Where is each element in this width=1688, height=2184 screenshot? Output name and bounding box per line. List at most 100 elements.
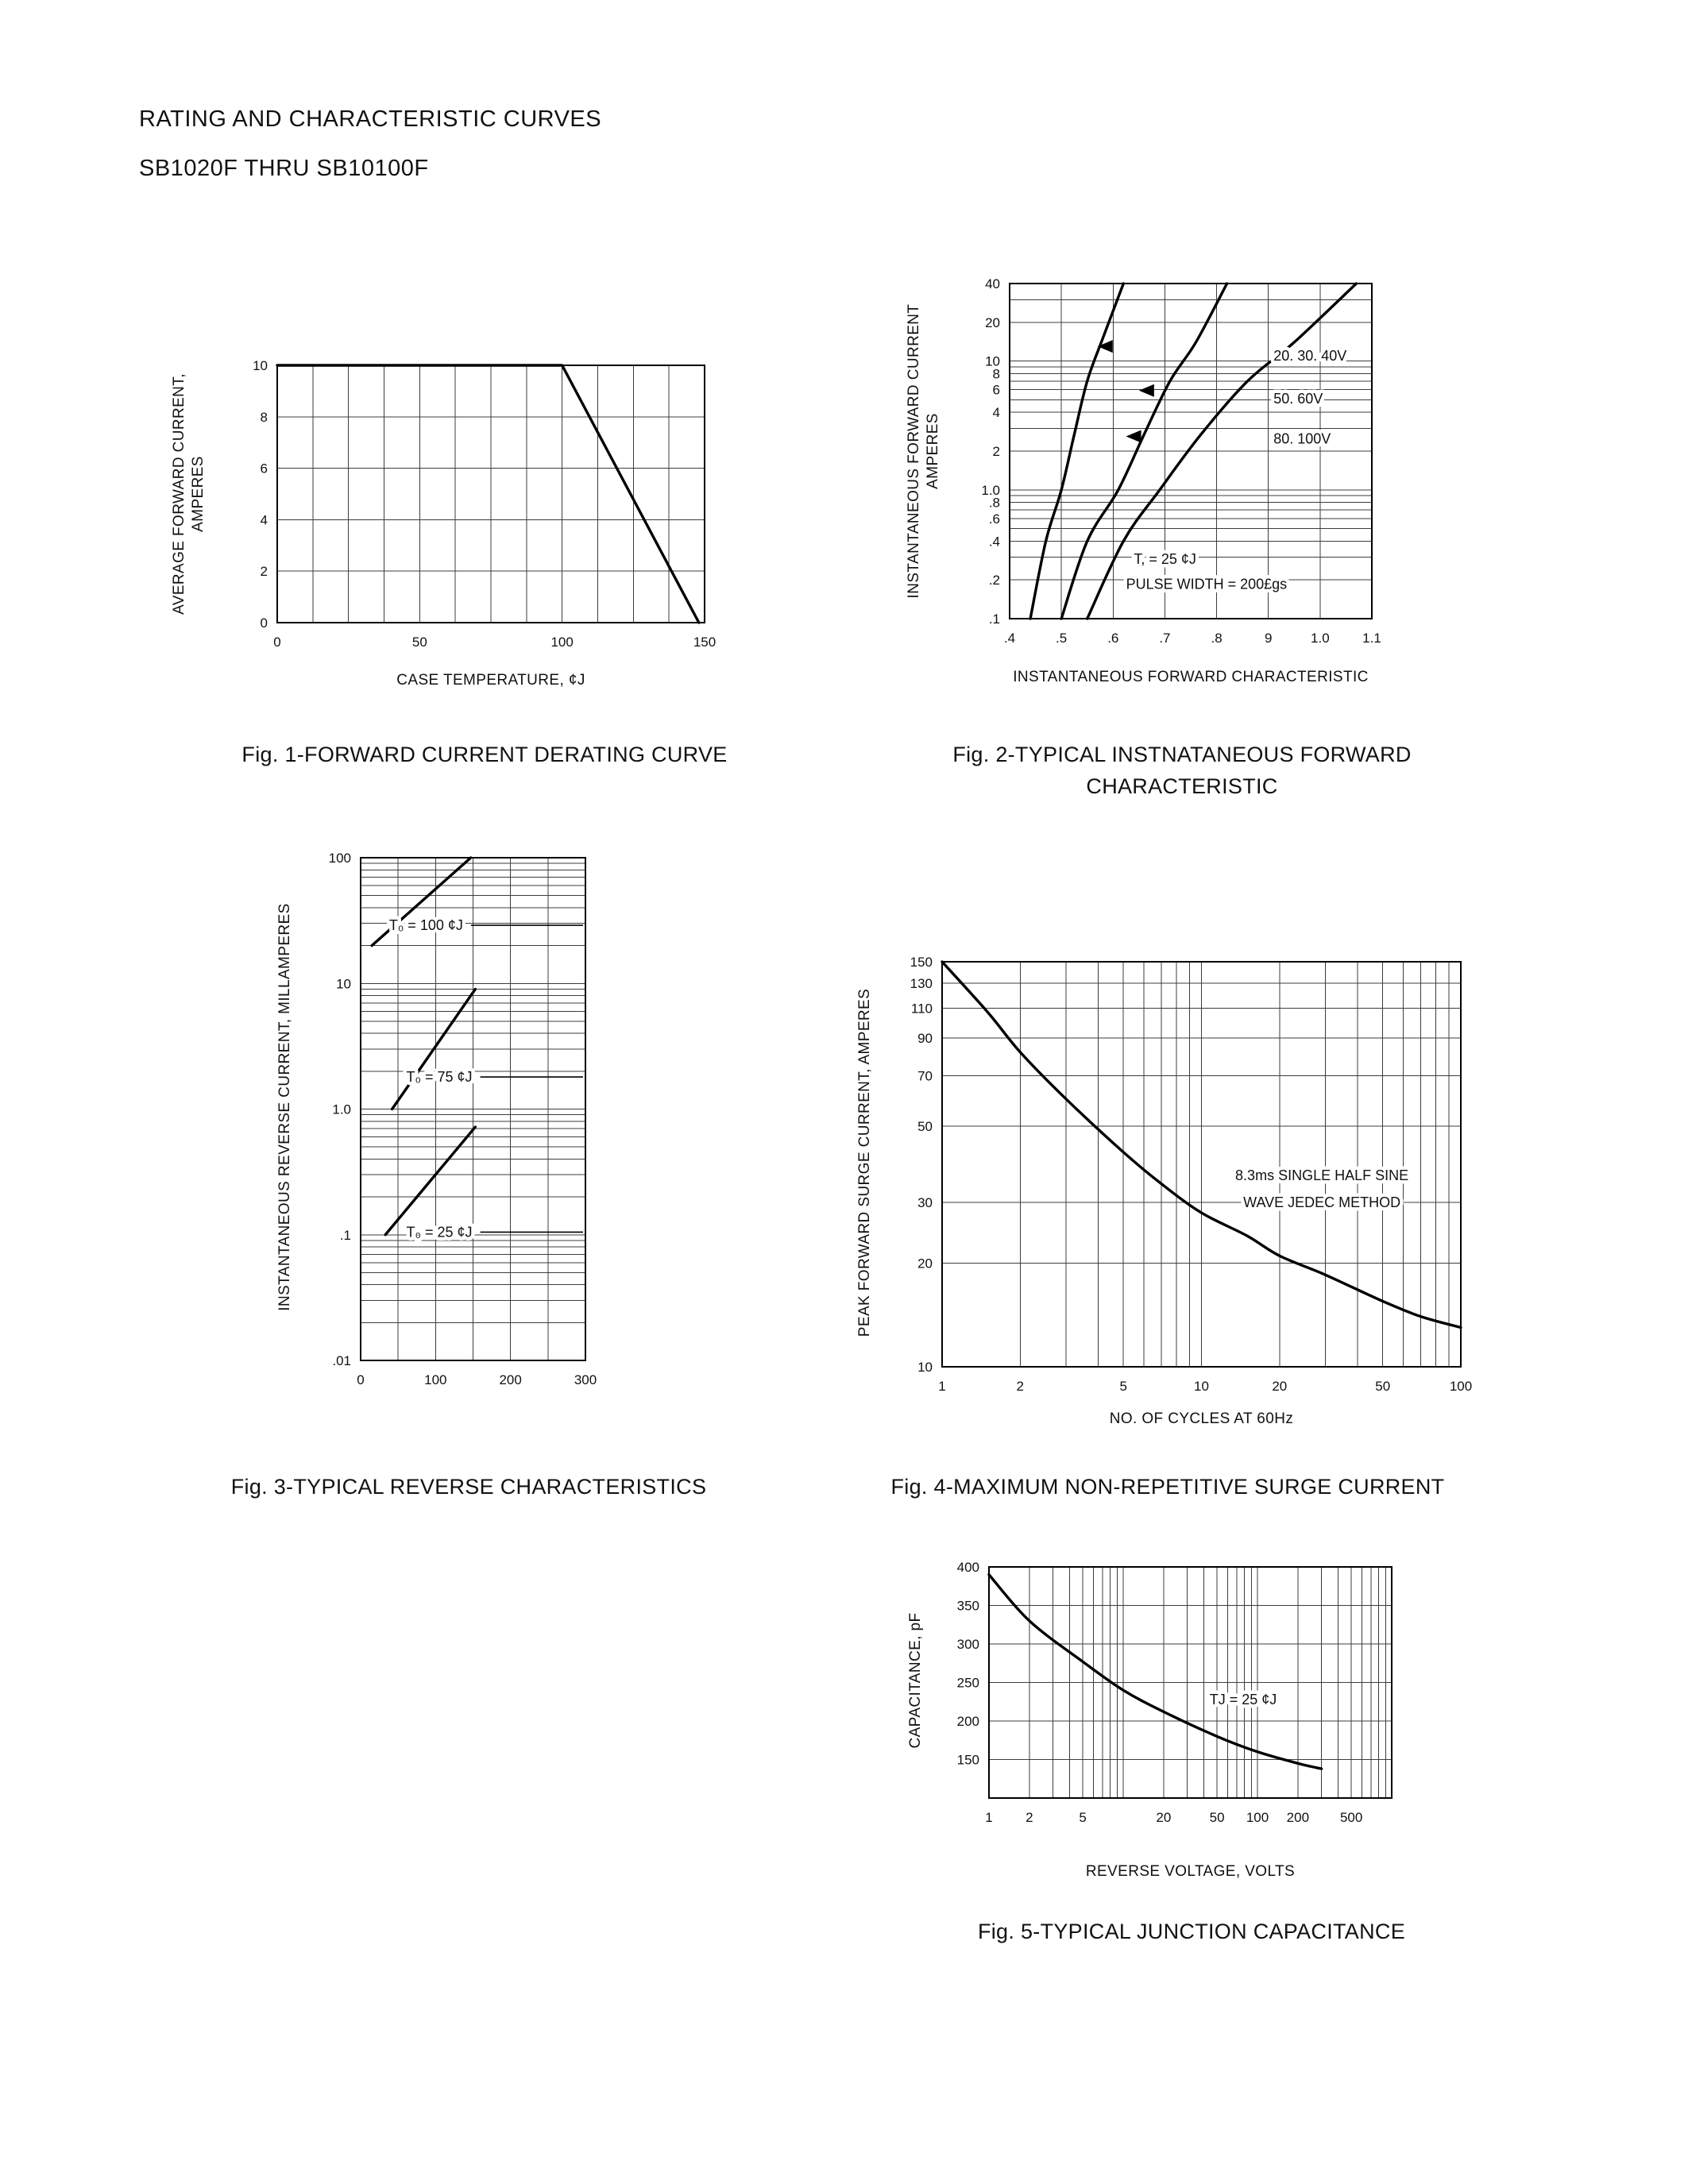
fig3-chart: 0 100 200 300 100 10 1.0 .1 .01 T₀ = 100 ¢J T₀ = 7… xyxy=(329,851,597,1387)
svg-text:T₀ = 100 ¢J: T₀ = 100 ¢J xyxy=(389,917,463,933)
svg-text:50. 60V: 50. 60V xyxy=(1273,391,1323,407)
svg-text:.6: .6 xyxy=(989,511,1000,527)
svg-text:9: 9 xyxy=(1265,631,1272,646)
svg-text:.1: .1 xyxy=(989,612,1000,627)
fig1-chart: 0 50 100 150 10 8 6 4 2 0 xyxy=(253,358,716,650)
svg-text:6: 6 xyxy=(261,461,268,477)
svg-text:90: 90 xyxy=(917,1031,933,1046)
svg-text:20: 20 xyxy=(1272,1379,1287,1394)
svg-text:100: 100 xyxy=(329,851,351,866)
svg-text:150: 150 xyxy=(910,955,933,970)
svg-text:1: 1 xyxy=(985,1810,992,1825)
svg-text:6: 6 xyxy=(993,383,1000,398)
fig4-caption: Fig. 4-MAXIMUM NON-REPETITIVE SURGE CURR… xyxy=(890,1475,1445,1499)
svg-text:.1: .1 xyxy=(340,1228,351,1243)
svg-text:T₀ = 75 ¢J: T₀ = 75 ¢J xyxy=(407,1069,473,1085)
svg-text:TJ = 25 ¢J: TJ = 25 ¢J xyxy=(1210,1692,1277,1707)
fig2-caption: Fig. 2-TYPICAL INSTNATANEOUS FORWARD CHA… xyxy=(952,743,1412,798)
svg-text:1.0: 1.0 xyxy=(981,483,1000,498)
svg-text:4: 4 xyxy=(993,405,1000,420)
svg-text:.8: .8 xyxy=(989,496,1000,511)
svg-text:40: 40 xyxy=(985,276,1000,291)
svg-text:100: 100 xyxy=(550,635,573,650)
fig3-y-axis-label: INSTANTANEOUS REVERSE CURRENT, MILLAMPER… xyxy=(276,903,293,1311)
svg-text:10: 10 xyxy=(985,354,1000,369)
svg-text:.01: .01 xyxy=(332,1353,351,1368)
svg-text:50: 50 xyxy=(1210,1810,1225,1825)
svg-text:.7: .7 xyxy=(1159,631,1170,646)
svg-text:T₀ = 25 ¢J: T₀ = 25 ¢J xyxy=(407,1224,473,1240)
svg-text:20: 20 xyxy=(917,1256,933,1271)
svg-text:WAVE JEDEC METHOD: WAVE JEDEC METHOD xyxy=(1243,1194,1400,1210)
svg-text:5: 5 xyxy=(1079,1810,1086,1825)
fig4-chart: 1 2 5 10 20 50 100 150 130 110 90 70 50 30 20 10 8.3ms S… xyxy=(910,955,1473,1394)
svg-text:2: 2 xyxy=(1017,1379,1024,1394)
svg-text:.2: .2 xyxy=(989,573,1000,588)
svg-text:500: 500 xyxy=(1340,1810,1362,1825)
svg-text:100: 100 xyxy=(424,1372,446,1387)
svg-text:2: 2 xyxy=(993,444,1000,459)
svg-text:.5: .5 xyxy=(1056,631,1067,646)
fig1-y-axis-label: AVERAGE FORWARD CURRENT, AMPERES xyxy=(171,373,207,615)
svg-text:130: 130 xyxy=(910,976,933,991)
fig3-caption: Fig. 3-TYPICAL REVERSE CHARACTERISTICS xyxy=(230,1475,707,1499)
svg-text:350: 350 xyxy=(957,1599,979,1614)
svg-text:20: 20 xyxy=(1156,1810,1171,1825)
svg-text:10: 10 xyxy=(917,1360,933,1375)
svg-text:.4: .4 xyxy=(989,534,1000,549)
svg-text:0: 0 xyxy=(273,635,280,650)
svg-text:T, = 25 ¢J: T, = 25 ¢J xyxy=(1134,551,1196,567)
svg-text:30: 30 xyxy=(917,1195,933,1210)
fig2-x-axis-label: INSTANTANEOUS FORWARD CHARACTERISTIC xyxy=(1013,669,1369,685)
fig5-x-axis-label: REVERSE VOLTAGE, VOLTS xyxy=(1085,1863,1296,1880)
svg-text:10: 10 xyxy=(336,976,351,991)
svg-text:20: 20 xyxy=(985,315,1000,330)
svg-text:20. 30. 40V: 20. 30. 40V xyxy=(1273,348,1346,364)
svg-text:50: 50 xyxy=(1375,1379,1390,1394)
svg-text:80. 100V: 80. 100V xyxy=(1273,430,1331,446)
svg-text:1.1: 1.1 xyxy=(1362,631,1381,646)
svg-text:.4: .4 xyxy=(1004,631,1015,646)
svg-text:1: 1 xyxy=(938,1379,945,1394)
svg-text:1.0: 1.0 xyxy=(332,1102,351,1117)
svg-text:70: 70 xyxy=(917,1069,933,1084)
part-number-range: SB1020F THRU SB10100F xyxy=(139,156,429,181)
svg-text:50: 50 xyxy=(917,1119,933,1134)
svg-text:2: 2 xyxy=(1026,1810,1033,1825)
svg-text:150: 150 xyxy=(957,1753,979,1768)
page-title: RATING AND CHARACTERISTIC CURVES xyxy=(139,106,602,132)
fig1-x-axis-label: CASE TEMPERATURE, ¢J xyxy=(396,672,585,689)
svg-text:150: 150 xyxy=(693,635,716,650)
svg-text:100: 100 xyxy=(1450,1379,1472,1394)
svg-text:8: 8 xyxy=(993,366,1000,381)
fig4-x-axis-label: NO. OF CYCLES AT 60Hz xyxy=(1109,1410,1294,1427)
svg-text:50: 50 xyxy=(412,635,427,650)
svg-text:300: 300 xyxy=(957,1637,979,1652)
svg-text:.8: .8 xyxy=(1211,631,1222,646)
svg-text:300: 300 xyxy=(574,1372,597,1387)
svg-text:100: 100 xyxy=(1246,1810,1269,1825)
fig5-chart: 1 2 5 20 50 100 200 500 400 350 300 250 200 150 TJ = 2… xyxy=(957,1560,1393,1825)
fig5-caption: Fig. 5-TYPICAL JUNCTION CAPACITANCE xyxy=(977,1920,1406,1943)
svg-text:200: 200 xyxy=(499,1372,521,1387)
svg-text:PULSE WIDTH = 200£gs: PULSE WIDTH = 200£gs xyxy=(1126,577,1288,592)
svg-text:5: 5 xyxy=(1119,1379,1126,1394)
svg-text:200: 200 xyxy=(957,1714,979,1729)
svg-text:2: 2 xyxy=(261,564,268,579)
svg-text:10: 10 xyxy=(253,358,268,373)
svg-text:400: 400 xyxy=(957,1560,979,1575)
fig1-caption: Fig. 1-FORWARD CURRENT DERATING CURVE xyxy=(241,743,728,766)
svg-text:200: 200 xyxy=(1287,1810,1309,1825)
svg-text:250: 250 xyxy=(957,1676,979,1691)
svg-text:8: 8 xyxy=(261,410,268,425)
fig2-chart: .4.5.6.7.8 9 1.0 1.140201086421.0.8.6.4.2.1… xyxy=(981,276,1381,646)
svg-text:8.3ms SINGLE HALF SINE: 8.3ms SINGLE HALF SINE xyxy=(1235,1167,1408,1183)
svg-text:0: 0 xyxy=(261,615,268,631)
svg-text:4: 4 xyxy=(261,512,268,527)
svg-text:110: 110 xyxy=(911,1001,933,1016)
svg-text:.6: .6 xyxy=(1107,631,1118,646)
svg-text:0: 0 xyxy=(357,1372,364,1387)
svg-text:1.0: 1.0 xyxy=(1311,631,1330,646)
svg-text:10: 10 xyxy=(1194,1379,1209,1394)
